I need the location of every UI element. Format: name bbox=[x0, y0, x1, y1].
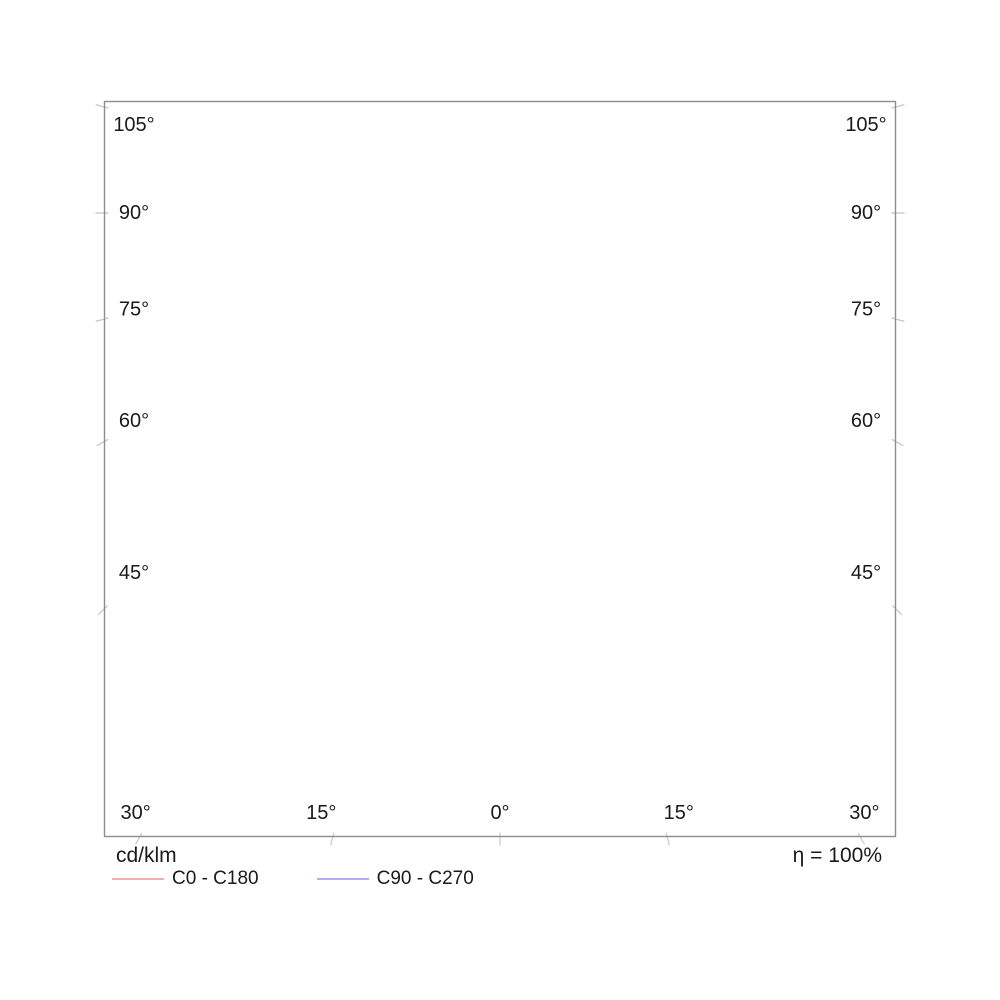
legend-label-c0-c180: C0 - C180 bbox=[172, 868, 259, 889]
plot-background bbox=[104, 101, 896, 837]
angle-label: 30° bbox=[120, 802, 150, 824]
angle-label: 90° bbox=[119, 202, 149, 224]
axis-tick bbox=[891, 438, 904, 447]
angle-label: 15° bbox=[664, 802, 694, 824]
legend-label-c90-c270: C90 - C270 bbox=[376, 868, 474, 889]
angle-label: 105° bbox=[113, 114, 154, 136]
angle-label: 30° bbox=[849, 802, 879, 824]
legend-item-c90-c270: C90 - C270 bbox=[316, 868, 474, 889]
angle-label: 60° bbox=[851, 410, 881, 432]
axis-tick bbox=[135, 832, 143, 845]
axis-tick bbox=[97, 605, 108, 616]
angle-label: 90° bbox=[851, 202, 881, 224]
legend-line-c90-c270-icon bbox=[316, 877, 369, 880]
axis-tick bbox=[96, 438, 109, 447]
legend-line-c0-c180-icon bbox=[112, 877, 164, 880]
plot-border bbox=[103, 100, 897, 838]
axis-tick bbox=[892, 605, 903, 616]
angle-label: 45° bbox=[119, 562, 149, 584]
angle-label: 75° bbox=[851, 298, 881, 320]
angle-label: 0° bbox=[490, 802, 509, 824]
unit-label: cd/klm bbox=[116, 844, 177, 867]
angle-label: 75° bbox=[119, 298, 149, 320]
axis-tick bbox=[891, 104, 905, 109]
efficiency-label: η = 100% bbox=[792, 844, 882, 867]
axis-tick bbox=[95, 317, 109, 322]
legend-item-c0-c180: C0 - C180 bbox=[112, 868, 259, 889]
axis-layer: 45° 45° 60° 60° 75° 75° 90° 90° 105° 105° 0° 15° 15°… bbox=[95, 104, 905, 846]
legend: C0 - C180 C90 - C270 bbox=[112, 868, 532, 889]
axis-tick bbox=[330, 832, 335, 846]
angle-label: 60° bbox=[119, 410, 149, 432]
axis-tick bbox=[891, 317, 905, 322]
axis-tick bbox=[95, 104, 109, 109]
axis-tick bbox=[665, 832, 670, 846]
angle-label: 15° bbox=[306, 802, 336, 824]
angle-label: 105° bbox=[845, 114, 886, 136]
angle-label: 45° bbox=[851, 562, 881, 584]
axis-tick bbox=[857, 832, 865, 845]
